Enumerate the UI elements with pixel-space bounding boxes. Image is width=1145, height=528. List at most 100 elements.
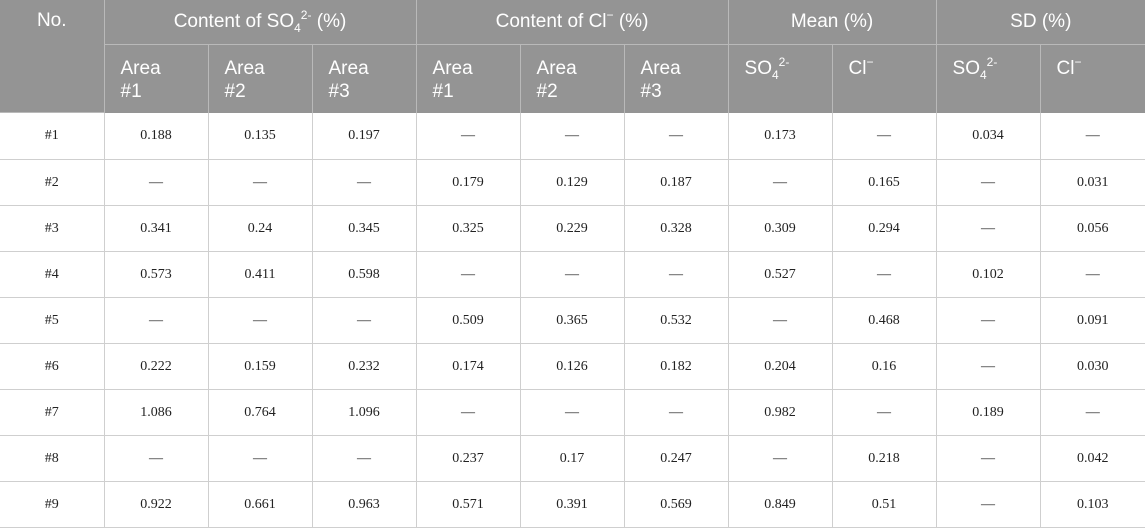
header-mean: Mean (%) xyxy=(728,0,937,45)
cell-cl-area-1: 0.174 xyxy=(416,343,521,390)
cell-mean-so4: 0.173 xyxy=(728,112,833,160)
cell-sd-so4: — xyxy=(936,205,1041,252)
cell-mean-cl: — xyxy=(832,112,937,160)
cell-mean-cl: 0.16 xyxy=(832,343,937,390)
header-sd-cl: Cl− xyxy=(1040,44,1145,113)
cell-mean-so4: — xyxy=(728,435,833,482)
cell-so4-area-1: 0.341 xyxy=(104,205,209,252)
cell-no: #3 xyxy=(0,205,105,252)
header-cl-content: Content of Cl− (%) xyxy=(416,0,729,45)
cell-so4-area-3: — xyxy=(312,159,417,206)
cell-mean-so4: — xyxy=(728,159,833,206)
header-cl-area-1: Area #1 xyxy=(416,44,521,113)
cell-cl-area-3: — xyxy=(624,112,729,160)
cell-cl-area-1: 0.571 xyxy=(416,481,521,528)
cell-mean-cl: 0.165 xyxy=(832,159,937,206)
header-so4-area-2: Area #2 xyxy=(208,44,313,113)
cell-cl-area-2: 0.391 xyxy=(520,481,625,528)
cell-so4-area-3: 0.963 xyxy=(312,481,417,528)
cell-no: #4 xyxy=(0,251,105,298)
cell-cl-area-2: 0.126 xyxy=(520,343,625,390)
table-row: #1 0.188 0.135 0.197 — — — 0.173 — 0.034… xyxy=(0,112,1145,160)
cell-so4-area-2: 0.24 xyxy=(208,205,313,252)
header-sd: SD (%) xyxy=(936,0,1145,45)
cell-cl-area-2: 0.17 xyxy=(520,435,625,482)
cell-mean-so4: 0.204 xyxy=(728,343,833,390)
cell-cl-area-2: 0.229 xyxy=(520,205,625,252)
cell-cl-area-1: 0.179 xyxy=(416,159,521,206)
cell-so4-area-1: 0.922 xyxy=(104,481,209,528)
table-row: #8 — — — 0.237 0.17 0.247 — 0.218 — 0.04… xyxy=(0,435,1145,482)
cell-so4-area-3: 0.197 xyxy=(312,112,417,160)
cell-cl-area-3: 0.187 xyxy=(624,159,729,206)
header-so4-area-1: Area #1 xyxy=(104,44,209,113)
table-row: #7 1.086 0.764 1.096 — — — 0.982 — 0.189… xyxy=(0,389,1145,436)
cell-cl-area-3: 0.247 xyxy=(624,435,729,482)
table-row: #4 0.573 0.411 0.598 — — — 0.527 — 0.102… xyxy=(0,251,1145,298)
cell-so4-area-1: 0.222 xyxy=(104,343,209,390)
cell-cl-area-2: 0.365 xyxy=(520,297,625,344)
table-row: #3 0.341 0.24 0.345 0.325 0.229 0.328 0.… xyxy=(0,205,1145,252)
header-mean-so4: SO42- xyxy=(728,44,833,113)
cell-cl-area-1: — xyxy=(416,251,521,298)
cell-mean-cl: 0.294 xyxy=(832,205,937,252)
cell-sd-cl: 0.103 xyxy=(1040,481,1145,528)
cell-no: #5 xyxy=(0,297,105,344)
cell-mean-so4: — xyxy=(728,297,833,344)
cell-cl-area-3: — xyxy=(624,251,729,298)
cell-no: #6 xyxy=(0,343,105,390)
cell-sd-so4: — xyxy=(936,481,1041,528)
cell-mean-cl: 0.468 xyxy=(832,297,937,344)
cell-so4-area-3: 0.598 xyxy=(312,251,417,298)
cell-cl-area-3: 0.328 xyxy=(624,205,729,252)
cell-no: #2 xyxy=(0,159,105,206)
cell-so4-area-2: 0.661 xyxy=(208,481,313,528)
header-sd-so4: SO42- xyxy=(936,44,1041,113)
cell-mean-cl: — xyxy=(832,251,937,298)
cell-no: #1 xyxy=(0,112,105,160)
cell-cl-area-1: 0.237 xyxy=(416,435,521,482)
cell-sd-so4: — xyxy=(936,297,1041,344)
cell-mean-so4: 0.527 xyxy=(728,251,833,298)
header-so4-content: Content of SO42- (%) xyxy=(104,0,417,45)
header-no: No. xyxy=(0,0,105,113)
cell-so4-area-2: 0.135 xyxy=(208,112,313,160)
cell-sd-so4: — xyxy=(936,159,1041,206)
table-row: #5 — — — 0.509 0.365 0.532 — 0.468 — 0.0… xyxy=(0,297,1145,344)
header-cl-area-2: Area #2 xyxy=(520,44,625,113)
table-body: #1 0.188 0.135 0.197 — — — 0.173 — 0.034… xyxy=(0,112,1145,528)
cell-sd-cl: 0.056 xyxy=(1040,205,1145,252)
cell-sd-so4: 0.034 xyxy=(936,112,1041,160)
cell-sd-so4: — xyxy=(936,435,1041,482)
cell-sd-cl: 0.042 xyxy=(1040,435,1145,482)
cell-sd-cl: 0.031 xyxy=(1040,159,1145,206)
cell-so4-area-2: 0.411 xyxy=(208,251,313,298)
header-cl-area-3: Area #3 xyxy=(624,44,729,113)
cell-so4-area-1: — xyxy=(104,297,209,344)
cell-cl-area-1: — xyxy=(416,112,521,160)
cell-so4-area-2: — xyxy=(208,297,313,344)
cell-so4-area-2: 0.764 xyxy=(208,389,313,436)
cell-no: #7 xyxy=(0,389,105,436)
cell-so4-area-1: 1.086 xyxy=(104,389,209,436)
cell-so4-area-3: — xyxy=(312,297,417,344)
cell-sd-cl: — xyxy=(1040,389,1145,436)
cell-sd-cl: — xyxy=(1040,112,1145,160)
table-header: No. Content of SO42- (%) Content of Cl− … xyxy=(0,0,1145,113)
cell-cl-area-2: — xyxy=(520,389,625,436)
cell-cl-area-3: 0.532 xyxy=(624,297,729,344)
cell-sd-cl: 0.030 xyxy=(1040,343,1145,390)
cell-mean-so4: 0.849 xyxy=(728,481,833,528)
header-so4-area-3: Area #3 xyxy=(312,44,417,113)
cell-sd-so4: 0.189 xyxy=(936,389,1041,436)
cell-mean-so4: 0.982 xyxy=(728,389,833,436)
header-mean-cl: Cl− xyxy=(832,44,937,113)
cell-cl-area-1: 0.509 xyxy=(416,297,521,344)
cell-so4-area-1: 0.188 xyxy=(104,112,209,160)
cell-sd-so4: — xyxy=(936,343,1041,390)
cell-sd-cl: — xyxy=(1040,251,1145,298)
cell-sd-cl: 0.091 xyxy=(1040,297,1145,344)
cell-so4-area-3: 1.096 xyxy=(312,389,417,436)
cell-cl-area-2: 0.129 xyxy=(520,159,625,206)
